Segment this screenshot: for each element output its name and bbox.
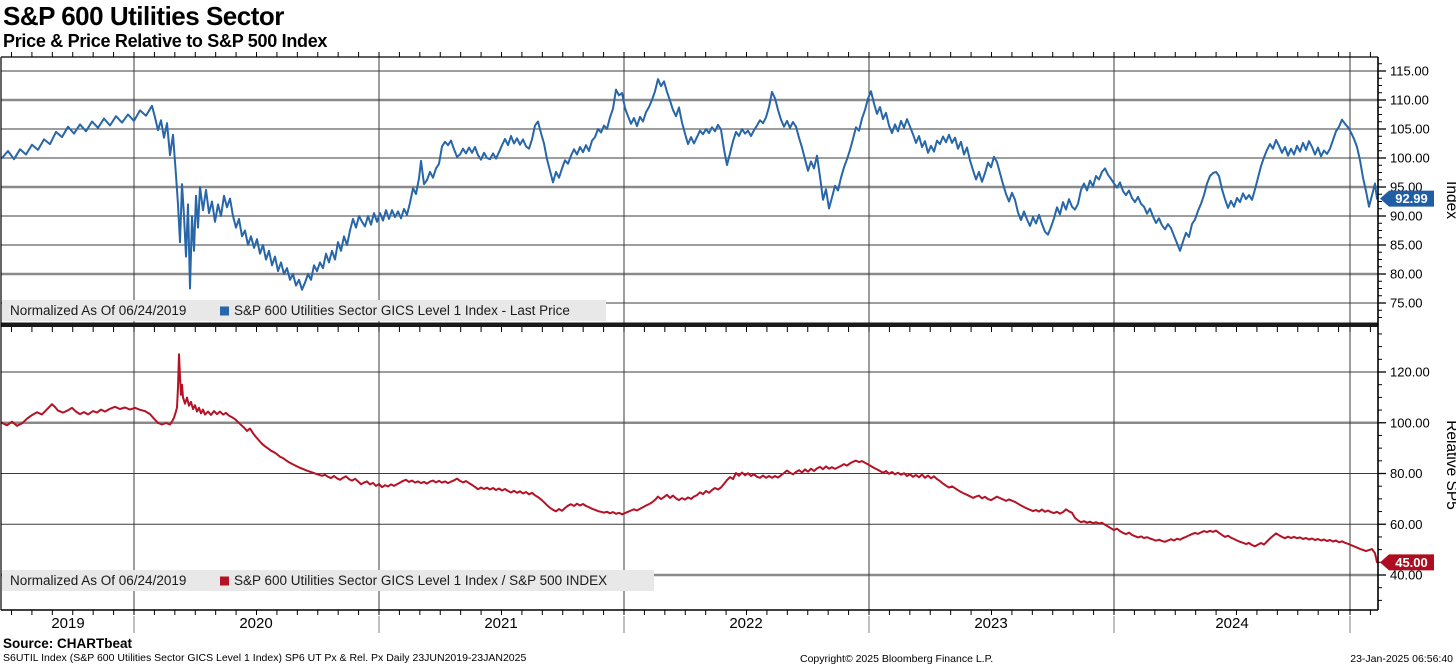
timestamp-label: 23-Jan-2025 06:56:40	[1350, 653, 1453, 665]
price-line	[1, 78, 1378, 291]
y-tick-label: 105.00	[1390, 122, 1430, 137]
x-year-label: 2022	[729, 615, 762, 632]
y-tick-label: 80.00	[1390, 267, 1423, 282]
legend-normalized-note: Normalized As Of 06/24/2019	[10, 573, 186, 588]
y-tick-label: 80.00	[1390, 466, 1423, 481]
x-year-label: 2021	[484, 615, 517, 632]
panel-divider	[1, 322, 1378, 327]
y-tick-label: 120.00	[1390, 365, 1430, 380]
y-tick-label: 100.00	[1390, 415, 1430, 430]
chart-canvas[interactable]: Normalized As Of 06/24/2019 S&P 600 Utili…	[0, 50, 1456, 635]
source-label: Source: CHARTbeat	[3, 636, 133, 651]
y-tick-label: 90.00	[1390, 209, 1423, 224]
y-tick-label: 100.00	[1390, 151, 1430, 166]
y-tick-label: 110.00	[1390, 93, 1429, 108]
page-title: S&P 600 Utilities Sector	[3, 1, 284, 31]
x-year-label: 2023	[974, 615, 1007, 632]
relative-line	[1, 353, 1378, 564]
y-tick-label: 40.00	[1390, 568, 1423, 583]
copyright-label: Copyright© 2025 Bloomberg Finance L.P.	[800, 653, 994, 665]
y-tick-label: 115.00	[1390, 64, 1429, 79]
legend-series-label: S&P 600 Utilities Sector GICS Level 1 In…	[234, 573, 607, 588]
x-year-label: 2019	[51, 615, 84, 632]
last-price-value: 92.99	[1395, 191, 1428, 206]
last-price-value: 45.00	[1395, 555, 1428, 570]
y-tick-label: 85.00	[1390, 238, 1423, 253]
last-price-badge	[1380, 190, 1434, 207]
y-tick-label: 60.00	[1390, 517, 1423, 532]
legend-normalized-note: Normalized As Of 06/24/2019	[10, 303, 186, 318]
legend-series-label: S&P 600 Utilities Sector GICS Level 1 In…	[234, 303, 570, 318]
chart-detail-line: S6UTIL Index (S&P 600 Utilities Sector G…	[3, 652, 527, 664]
x-year-label: 2024	[1215, 615, 1248, 632]
legend-swatch	[220, 306, 229, 316]
legend-bar	[2, 300, 606, 321]
legend-swatch	[220, 576, 229, 586]
page-subtitle: Price & Price Relative to S&P 500 Index	[3, 31, 328, 51]
last-price-badge	[1380, 554, 1434, 571]
y-axis-title: Index	[1443, 181, 1456, 219]
x-year-label: 2020	[239, 615, 272, 632]
legend-bar	[2, 570, 654, 591]
y-axis-title: Relative SP5	[1443, 420, 1456, 510]
y-tick-label: 75.00	[1390, 296, 1423, 311]
